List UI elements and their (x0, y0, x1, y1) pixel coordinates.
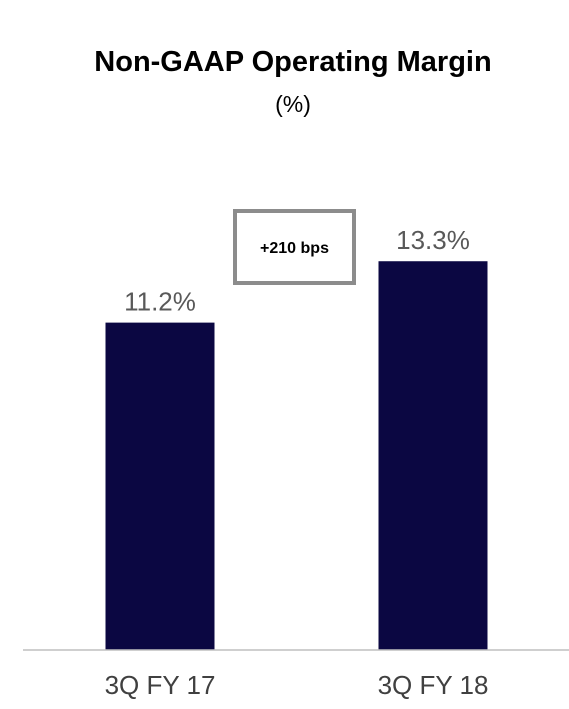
x-tick-labels-layer: 3Q FY 17 3Q FY 18 (105, 670, 489, 700)
bars-layer (105, 261, 488, 650)
annotation-frame (233, 209, 356, 285)
x-tick-label-1: 3Q FY 17 (105, 670, 216, 700)
chart-title: Non-GAAP Operating Margin (94, 46, 491, 78)
x-tick-label-2: 3Q FY 18 (378, 670, 489, 700)
annotation-box: +210 bps (233, 209, 356, 285)
annotation-text: +210 bps (260, 240, 329, 257)
data-labels-layer: 11.2% 13.3% (124, 225, 470, 316)
data-label-1: 11.2% (124, 287, 196, 317)
chart-subtitle: (%) (275, 91, 311, 117)
bar-2 (378, 261, 488, 650)
bar-1 (105, 322, 215, 650)
data-label-2: 13.3% (396, 225, 470, 255)
